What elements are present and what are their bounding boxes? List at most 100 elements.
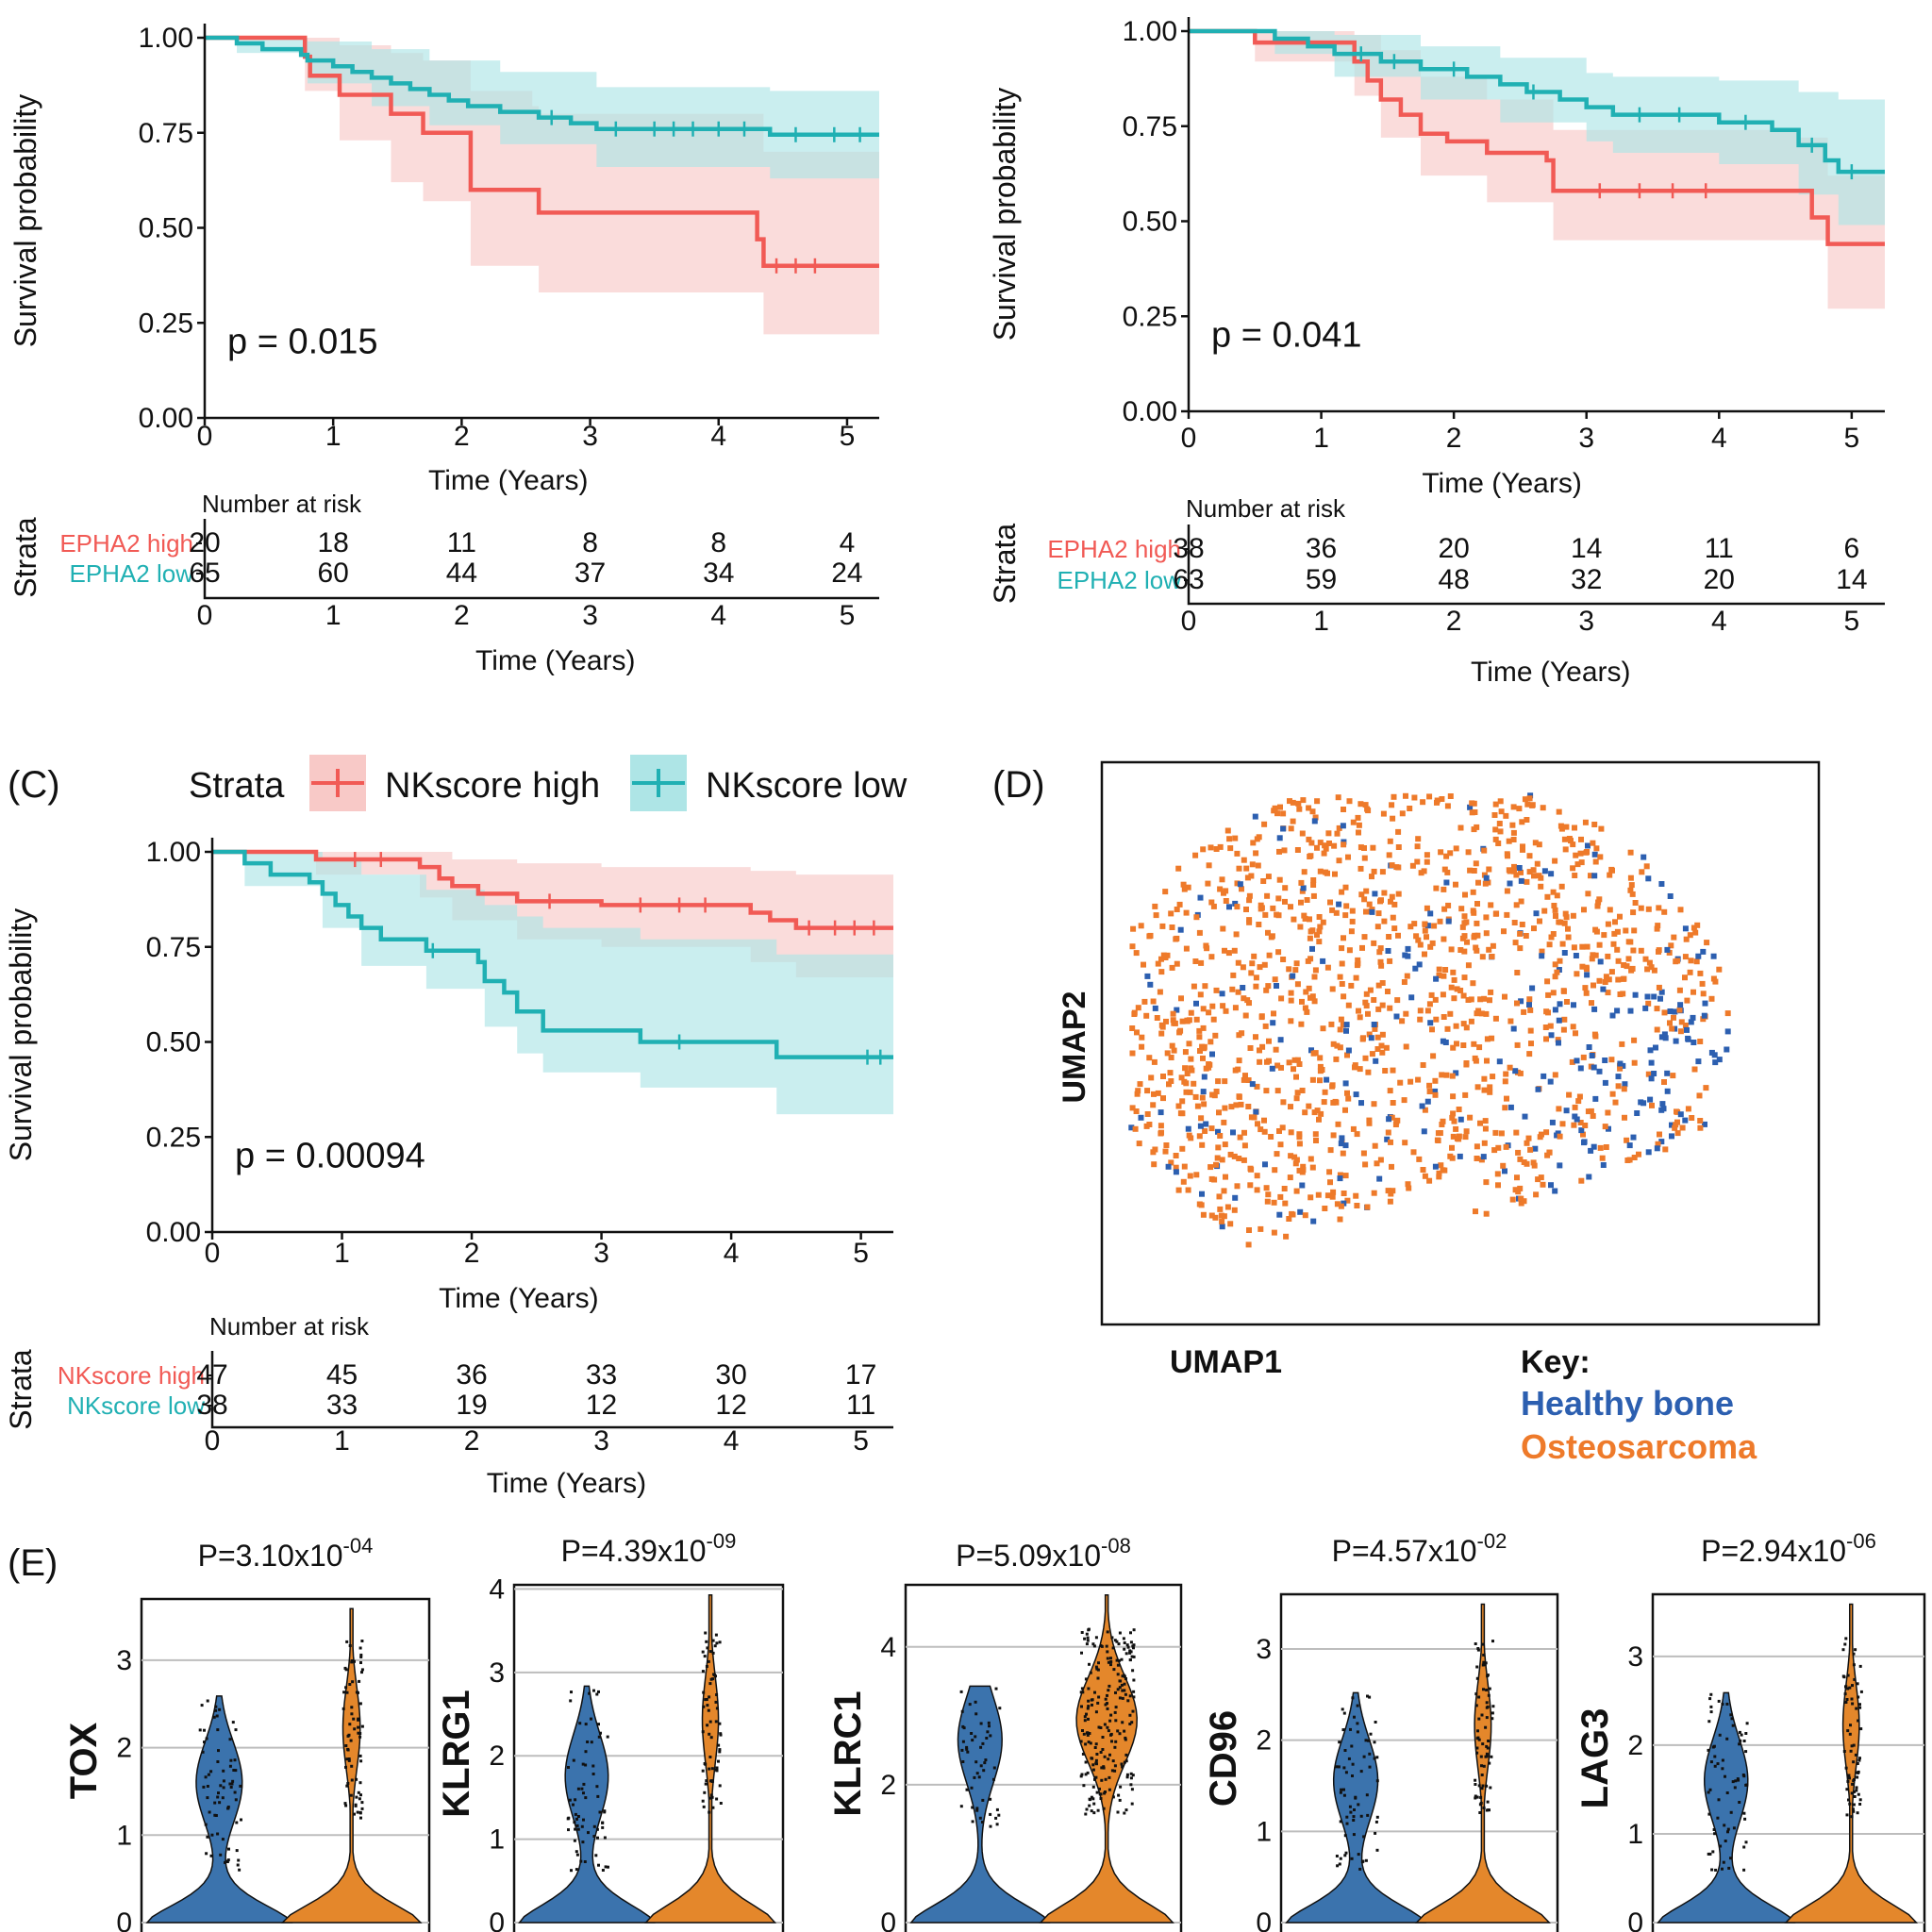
umap-point-osteosarcoma (1531, 925, 1537, 932)
violin-point (1087, 1627, 1091, 1631)
violin-point (573, 1839, 576, 1842)
violin-point (1120, 1762, 1124, 1766)
violin-point (1851, 1782, 1855, 1786)
umap-point-healthy (1309, 945, 1315, 952)
violin-point (705, 1640, 708, 1643)
umap-point-healthy (1197, 1123, 1204, 1129)
umap-point-osteosarcoma (1317, 840, 1324, 846)
umap-point-osteosarcoma (1341, 935, 1346, 941)
umap-point-osteosarcoma (1329, 1193, 1336, 1200)
km-c-risk-value: 17 (845, 1359, 876, 1391)
violin-point (1717, 1699, 1721, 1703)
umap-legend-healthy: Healthy bone (1521, 1384, 1734, 1423)
umap-point-osteosarcoma (1424, 1008, 1431, 1014)
violin-point (1097, 1661, 1100, 1665)
umap-point-osteosarcoma (1434, 797, 1441, 804)
violin-point (583, 1860, 587, 1863)
umap-point-healthy (1177, 926, 1184, 933)
umap-point-osteosarcoma (1210, 903, 1217, 909)
umap-point-osteosarcoma (1275, 895, 1282, 902)
umap-point-osteosarcoma (1453, 1023, 1459, 1029)
umap-point-osteosarcoma (1316, 914, 1323, 920)
umap-point-osteosarcoma (1362, 1055, 1369, 1061)
umap-point-osteosarcoma (1272, 976, 1278, 983)
umap-point-osteosarcoma (1607, 907, 1613, 913)
violin-ytick-label: 1 (489, 1824, 505, 1856)
umap-point-osteosarcoma (1476, 1044, 1483, 1051)
umap-point-osteosarcoma (1669, 1025, 1675, 1032)
violin-point (1476, 1729, 1479, 1733)
umap-point-healthy (1724, 1028, 1731, 1035)
umap-point-osteosarcoma (1527, 1027, 1534, 1034)
violin-point (348, 1723, 352, 1726)
violin-point (202, 1785, 206, 1789)
violin-point (1095, 1667, 1099, 1671)
umap-point-osteosarcoma (1420, 799, 1426, 806)
umap-point-osteosarcoma (1324, 964, 1331, 971)
umap-point-osteosarcoma (1237, 1134, 1243, 1141)
umap-point-osteosarcoma (1439, 796, 1445, 802)
violin-point (1107, 1660, 1110, 1664)
umap-point-osteosarcoma (1175, 1187, 1182, 1193)
umap-point-osteosarcoma (1242, 1012, 1249, 1019)
umap-point-osteosarcoma (1629, 891, 1636, 897)
umap-point-osteosarcoma (1191, 983, 1197, 990)
umap-point-osteosarcoma (1206, 1061, 1212, 1067)
umap-point-osteosarcoma (1474, 1143, 1480, 1150)
violin-point (971, 1806, 974, 1809)
umap-point-osteosarcoma (1197, 1048, 1203, 1054)
umap-point-osteosarcoma (1491, 812, 1498, 818)
violin-point (1742, 1774, 1746, 1778)
umap-point-osteosarcoma (1518, 869, 1524, 875)
umap-point-osteosarcoma (1430, 1053, 1437, 1059)
umap-point-osteosarcoma (1415, 836, 1422, 842)
violin-point (1356, 1722, 1359, 1725)
umap-point-healthy (1427, 910, 1434, 917)
violin-point (222, 1786, 225, 1790)
umap-point-osteosarcoma (1395, 891, 1402, 897)
umap-point-osteosarcoma (1563, 914, 1570, 921)
umap-point-osteosarcoma (1585, 1108, 1591, 1115)
umap-point-osteosarcoma (1182, 1049, 1189, 1056)
umap-point-osteosarcoma (1437, 1130, 1443, 1136)
panel-label-c: (C) (8, 764, 60, 806)
umap-point-osteosarcoma (1571, 944, 1577, 951)
violin-point (709, 1779, 712, 1783)
umap-point-healthy (1609, 1012, 1616, 1019)
violin-ytick-label: 2 (489, 1740, 505, 1772)
umap-point-osteosarcoma (1515, 1189, 1522, 1195)
umap-point-osteosarcoma (1143, 1012, 1150, 1019)
violin-point (1474, 1778, 1477, 1782)
umap-point-osteosarcoma (1661, 1079, 1667, 1085)
violin-point (345, 1757, 349, 1761)
umap-point-osteosarcoma (1363, 991, 1370, 997)
umap-point-osteosarcoma (1472, 1055, 1478, 1061)
umap-point-osteosarcoma (1310, 892, 1317, 899)
violin-point (216, 1795, 220, 1799)
umap-point-osteosarcoma (1473, 860, 1479, 867)
violin-point (1374, 1721, 1377, 1724)
umap-point-osteosarcoma (1444, 1025, 1451, 1032)
umap-point-healthy (1645, 875, 1652, 882)
violin-point (701, 1799, 705, 1803)
umap-point-osteosarcoma (1327, 1179, 1333, 1186)
violin-point (1857, 1771, 1860, 1774)
violin-ytick-label: 3 (116, 1645, 132, 1676)
umap-point-osteosarcoma (1462, 891, 1468, 898)
violin-point (587, 1831, 590, 1835)
umap-point-healthy (1614, 1008, 1621, 1014)
km-c-risk-axes (210, 1351, 893, 1429)
umap-point-osteosarcoma (1299, 1169, 1306, 1175)
violin-point (358, 1702, 362, 1706)
umap-point-osteosarcoma (1274, 810, 1280, 817)
umap-point-osteosarcoma (1388, 1191, 1394, 1197)
umap-point-healthy (1690, 1014, 1696, 1021)
umap-point-osteosarcoma (1390, 914, 1396, 921)
umap-point-osteosarcoma (1362, 999, 1369, 1006)
umap-point-osteosarcoma (1185, 1187, 1191, 1193)
umap-point-osteosarcoma (1420, 1167, 1426, 1173)
umap-point-osteosarcoma (1209, 1003, 1216, 1009)
violin-point (575, 1868, 578, 1872)
umap-point-osteosarcoma (1395, 932, 1401, 939)
umap-point-osteosarcoma (1146, 1055, 1153, 1061)
